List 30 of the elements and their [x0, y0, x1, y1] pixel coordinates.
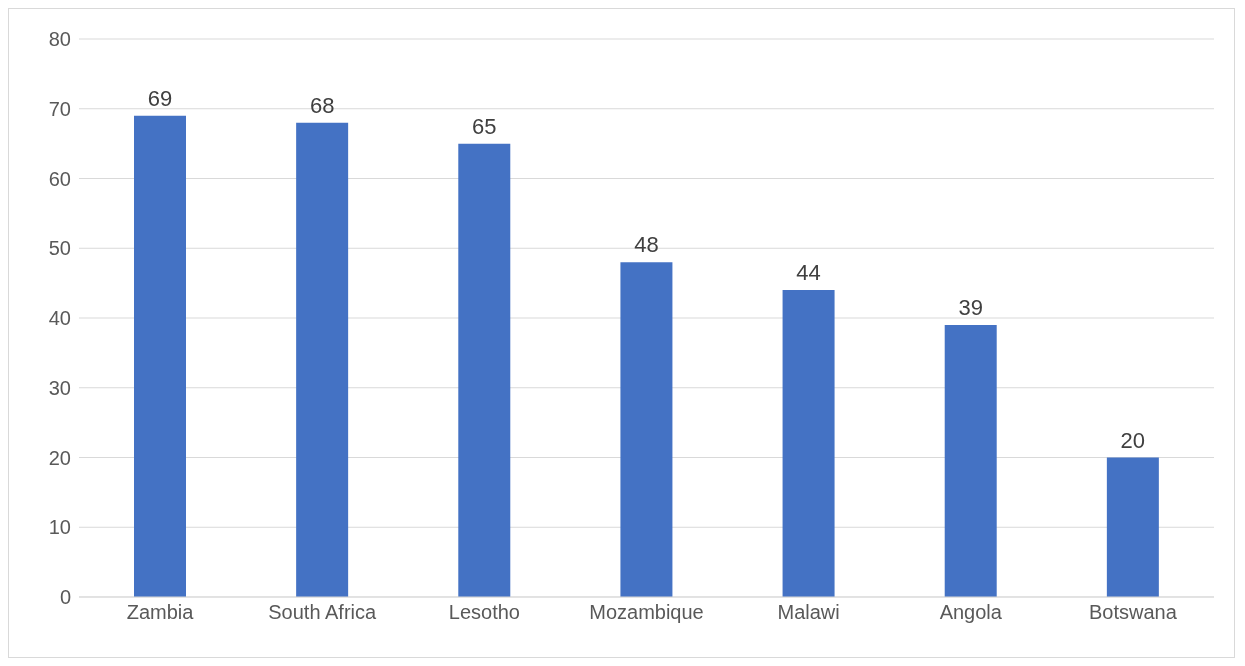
bar [620, 262, 673, 597]
y-tick-label: 10 [48, 516, 71, 539]
data-label: 48 [634, 232, 659, 258]
data-label: 39 [958, 294, 983, 320]
y-tick-label: 50 [48, 237, 71, 260]
bar [458, 143, 511, 597]
bar [134, 115, 186, 597]
y-tick-label: 60 [48, 167, 71, 190]
bar [944, 324, 997, 597]
data-label: 44 [796, 260, 821, 286]
x-tick-label: Mozambique [589, 601, 704, 624]
bar [296, 122, 349, 597]
x-tick-label: South Africa [268, 601, 378, 624]
data-label: 68 [309, 92, 335, 118]
x-tick-label: Malawi [777, 601, 840, 624]
x-tick-label: Zambia [126, 601, 195, 624]
data-label: 20 [1120, 427, 1146, 453]
data-label: 69 [147, 85, 173, 111]
x-tick-label: Lesotho [448, 601, 520, 624]
x-tick-label: Angola [939, 601, 1003, 624]
y-tick-label: 30 [48, 376, 71, 399]
y-tick-label: 20 [48, 446, 71, 469]
y-tick-label: 40 [48, 307, 71, 330]
bar [1106, 457, 1159, 597]
y-tick-label: 0 [59, 586, 71, 609]
data-label: 65 [472, 113, 497, 139]
x-tick-label: Botswana [1089, 601, 1178, 624]
bar [782, 290, 835, 597]
y-tick-label: 70 [48, 97, 71, 120]
y-tick-label: 80 [48, 28, 71, 51]
